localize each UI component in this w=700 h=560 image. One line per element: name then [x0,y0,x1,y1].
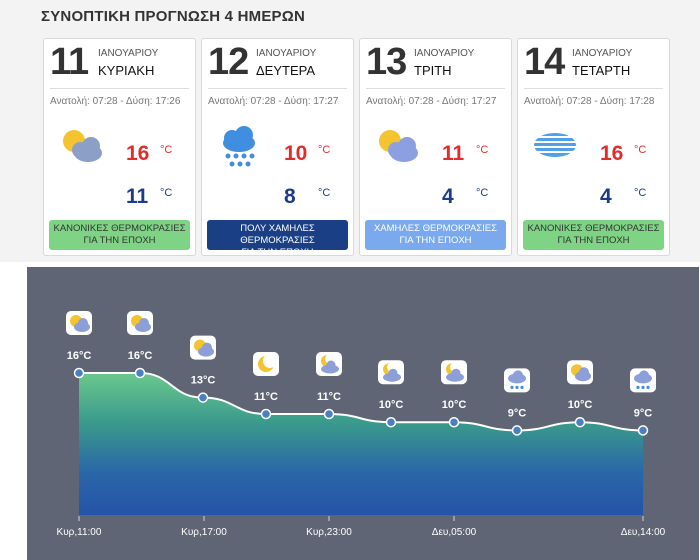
hourly-temp-label: 11°C [317,391,341,403]
day-card[interactable]: 13 ΙΑΝΟΥΑΡΙΟΥ ΤΡΙΤΗ Ανατολή: 07:28 - Δύσ… [359,38,512,256]
badge-line: ΓΙΑ ΤΗΝ ΕΠΟΧΗ [83,235,156,246]
badge-line: ΚΑΝΟΝΙΚΕΣ ΘΕΡΜΟΚΡΑΣΙΕΣ [53,223,186,234]
partly-cloudy-icon [127,311,153,335]
min-temp: 8 [284,185,296,208]
day-card[interactable]: 11 ΙΑΝΟΥΑΡΙΟΥ ΚΥΡΙΑΚΗ Ανατολή: 07:28 - Δ… [43,38,196,256]
x-axis-label: Κυρ,11:00 [57,527,102,538]
weekday-label: ΚΥΡΙΑΚΗ [98,63,155,78]
month-label: ΙΑΝΟΥΑΡΙΟΥ [572,48,633,59]
hourly-temperature-chart: 16°C 16°C 13°C 11°C 11°C 10°C 10°C 9°C 10°C 9°C Κυ… [57,311,666,538]
weekday-label: ΔΕΥΤΕΡΑ [256,63,316,78]
divider [524,88,663,89]
month-label: ΙΑΝΟΥΑΡΙΟΥ [98,48,159,59]
rain-cloud-icon [630,368,656,393]
x-axis-label: Δευ,14:00 [621,527,666,538]
max-temp: 16 [600,142,624,165]
moon-icon [253,352,279,376]
badge-line: ΧΑΜΗΛΕΣ ΘΕΡΜΟΚΡΑΣΙΕΣ [373,223,498,234]
hourly-point[interactable] [197,392,209,403]
sunrise-sunset: Ανατολή: 07:28 - Δύση: 17:26 [50,96,181,107]
month-label: ΙΑΝΟΥΑΡΙΟΥ [414,48,475,59]
sunrise-sunset: Ανατολή: 07:28 - Δύση: 17:27 [208,96,339,107]
badge-line: ΓΙΑ ΤΗΝ ΕΠΟΧΗ [399,235,472,246]
temperature-area [79,373,643,515]
max-temp: 10 [284,142,308,165]
hourly-chart-panel: 16°C 16°C 13°C 11°C 11°C 10°C 10°C 9°C 10°C 9°C Κυ… [27,267,699,560]
hourly-temp-label: 16°C [128,350,153,362]
fog-icon [533,133,577,157]
hourly-point[interactable] [323,408,335,420]
partly-cloudy-icon [190,335,216,360]
min-temp: 11 [126,185,149,208]
forecast-section: ΣΥΝΟΠΤΙΚΗ ΠΡΟΓΝΩΣΗ 4 ΗΜΕΡΩΝ 11 ΙΑΝΟΥΑΡΙΟ… [0,0,700,262]
partly-cloudy-icon [63,130,102,162]
min-unit: °C [318,187,331,199]
temperature-badge: ΠΟΛΥ ΧΑΜΗΛΕΣ ΘΕΡΜΟΚΡΑΣΙΕΣ ΓΙΑ ΤΗΝ ΕΠΟΧΗ [207,220,348,258]
moon-cloud-icon [316,352,342,376]
hourly-point[interactable] [574,416,586,428]
partly-cloudy-icon [379,130,418,162]
section-title: ΣΥΝΟΠΤΙΚΗ ΠΡΟΓΝΩΣΗ 4 ΗΜΕΡΩΝ [41,8,305,25]
hourly-temp-label: 10°C [379,399,404,411]
badge-line: ΓΙΑ ΤΗΝ ΕΠΟΧΗ [241,247,314,258]
temperature-badge: ΧΑΜΗΛΕΣ ΘΕΡΜΟΚΡΑΣΙΕΣ ΓΙΑ ΤΗΝ ΕΠΟΧΗ [365,220,506,250]
divider [366,88,505,89]
weekday-label: ΤΕΤΑΡΤΗ [572,63,631,78]
x-axis-label: Κυρ,17:00 [181,527,227,538]
divider [208,88,347,89]
temperature-badge: ΚΑΝΟΝΙΚΕΣ ΘΕΡΜΟΚΡΑΣΙΕΣ ΓΙΑ ΤΗΝ ΕΠΟΧΗ [49,220,190,250]
min-temp: 4 [600,185,612,208]
min-temp: 4 [442,185,454,208]
weekday-label: ΤΡΙΤΗ [414,63,452,78]
day-card[interactable]: 12 ΙΑΝΟΥΑΡΙΟΥ ΔΕΥΤΕΡΑ Ανατολή: 07:28 - Δ… [201,38,354,258]
sunrise-sunset: Ανατολή: 07:28 - Δύση: 17:28 [524,96,655,107]
hourly-temp-label: 11°C [254,391,278,403]
day-number: 14 [524,41,565,83]
badge-line: ΓΙΑ ΤΗΝ ΕΠΟΧΗ [557,235,630,246]
max-temp: 11 [442,142,465,165]
hourly-point[interactable] [448,416,460,428]
moon-cloud-icon [378,360,404,385]
hourly-point[interactable] [260,408,272,420]
month-label: ΙΑΝΟΥΑΡΙΟΥ [256,48,317,59]
hourly-temp-label: 9°C [508,407,527,419]
max-temp: 16 [126,142,150,165]
max-unit: °C [634,144,647,156]
x-axis-label: Κυρ,23:00 [306,527,352,538]
hourly-point[interactable] [73,367,85,379]
hourly-temp-label: 10°C [442,399,467,411]
partly-cloudy-icon [66,311,92,335]
badge-line: ΠΟΛΥ ΧΑΜΗΛΕΣ ΘΕΡΜΟΚΡΑΣΙΕΣ [240,223,315,246]
hourly-temp-label: 16°C [67,350,92,362]
badge-line: ΚΑΝΟΝΙΚΕΣ ΘΕΡΜΟΚΡΑΣΙΕΣ [527,223,660,234]
sunrise-sunset: Ανατολή: 07:28 - Δύση: 17:27 [366,96,497,107]
hourly-point[interactable] [637,425,649,436]
partly-cloudy-icon [567,360,593,385]
hourly-temp-label: 10°C [568,399,593,411]
min-unit: °C [476,187,489,199]
day-card[interactable]: 14 ΙΑΝΟΥΑΡΙΟΥ ΤΕΤΑΡΤΗ Ανατολή: 07:28 - Δ… [517,38,670,256]
hourly-temp-label: 13°C [191,375,216,387]
max-unit: °C [318,144,331,156]
max-unit: °C [160,144,173,156]
hourly-point[interactable] [134,367,146,379]
max-unit: °C [476,144,489,156]
x-axis-label: Δευ,05:00 [432,527,477,538]
moon-cloud-icon [441,360,467,385]
day-number: 12 [208,41,249,83]
min-unit: °C [160,187,173,199]
temperature-line [79,372,644,432]
min-unit: °C [634,187,647,199]
hourly-temp-label: 9°C [634,407,653,419]
day-number: 13 [366,41,407,83]
rain-cloud-icon [504,368,530,393]
day-number: 11 [50,41,89,83]
hourly-point[interactable] [385,416,397,428]
rain-cloud-icon [223,126,255,167]
temperature-badge: ΚΑΝΟΝΙΚΕΣ ΘΕΡΜΟΚΡΑΣΙΕΣ ΓΙΑ ΤΗΝ ΕΠΟΧΗ [523,220,664,250]
hourly-point[interactable] [511,425,523,436]
divider [50,88,189,89]
